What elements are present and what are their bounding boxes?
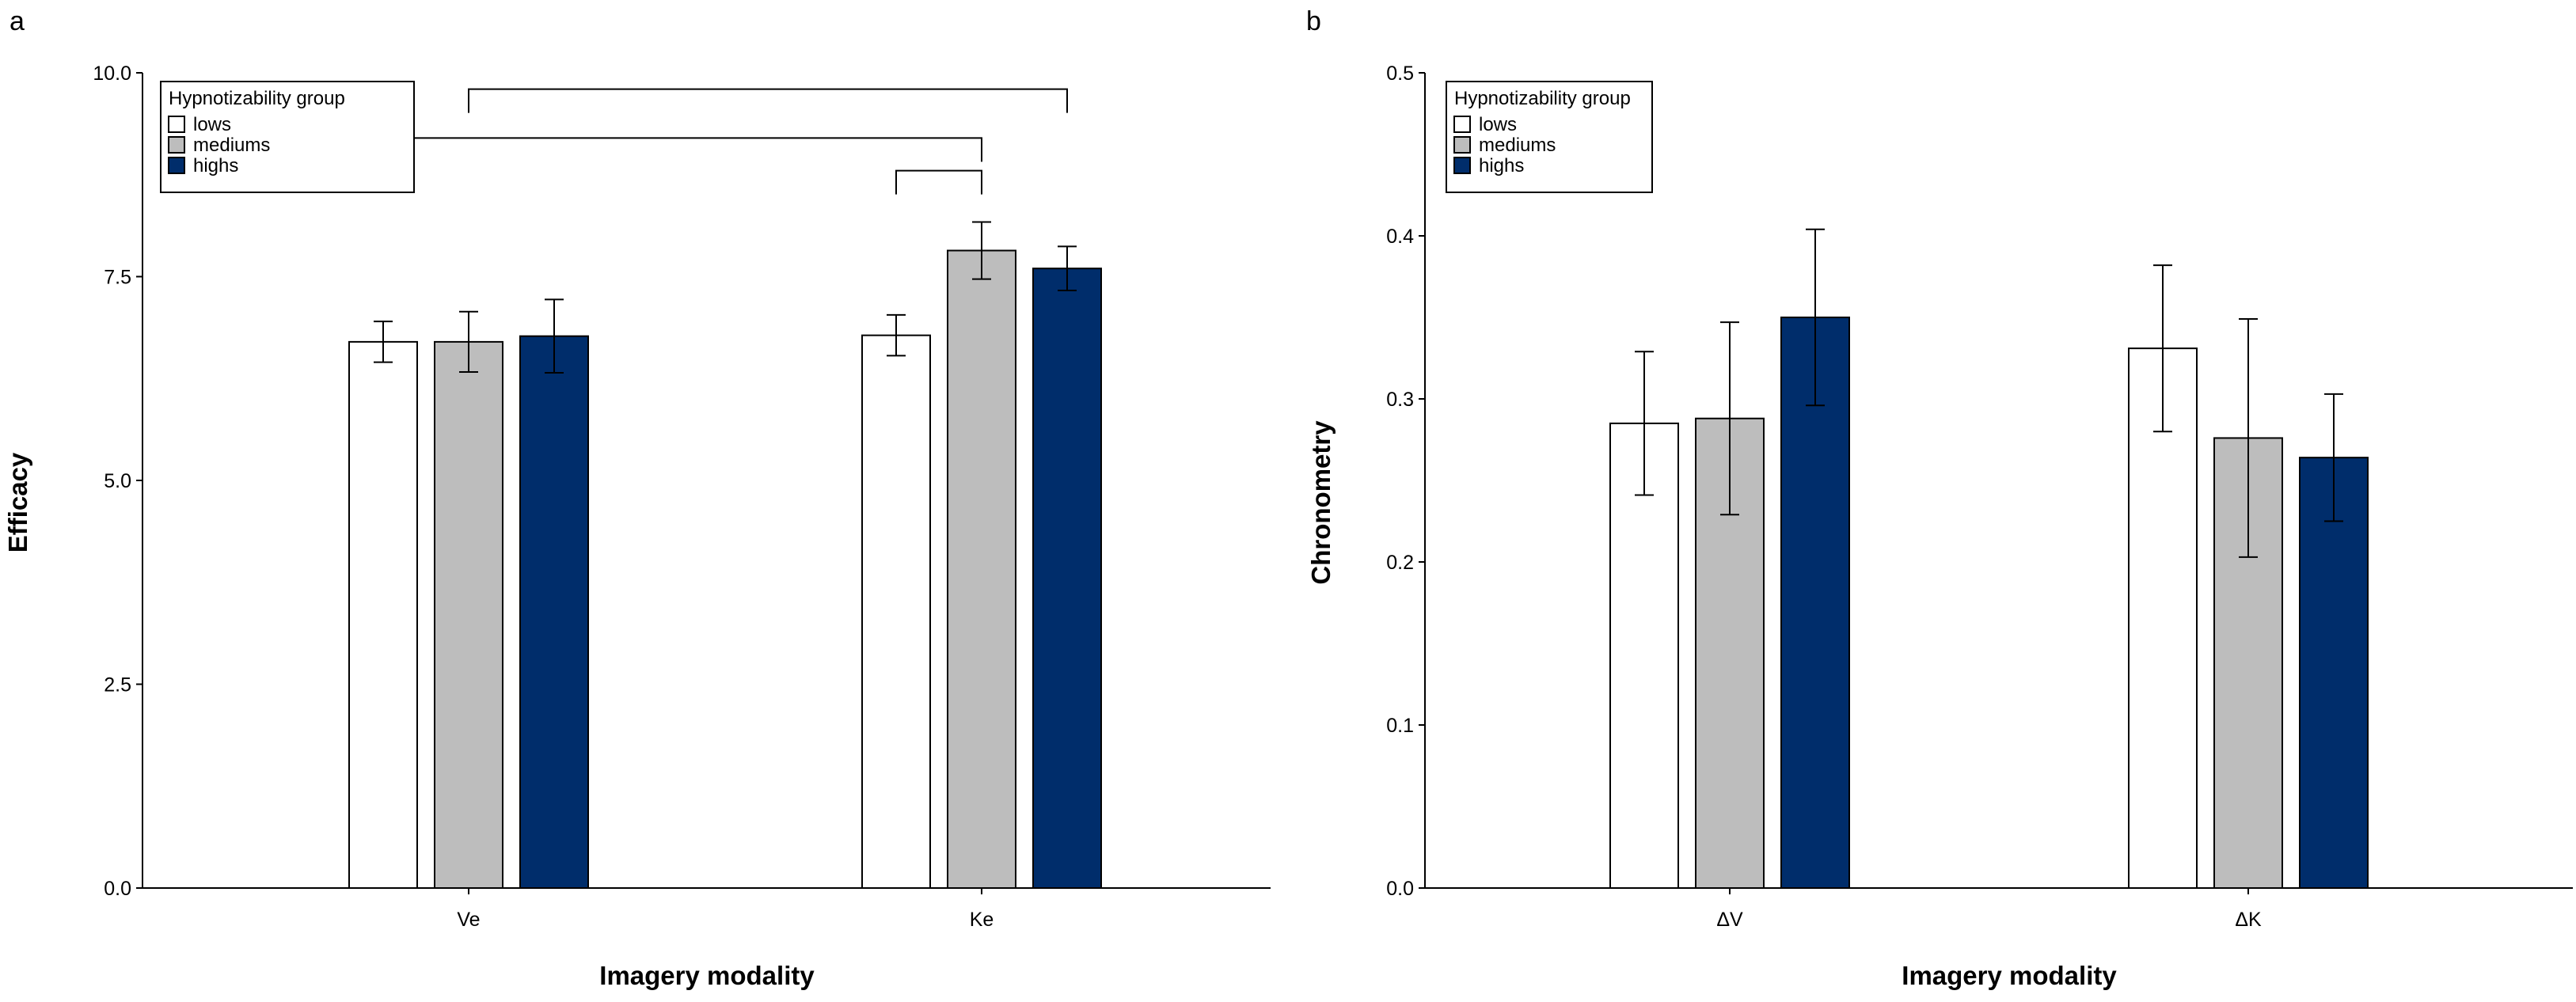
y-tick-label: 0.1: [1386, 715, 1414, 737]
error-bar-highs-Ve: [545, 298, 564, 374]
error-bar-mediums-ΔV: [1720, 321, 1739, 516]
y-tick-label: 10.0: [93, 63, 131, 85]
legend-swatch-highs: [168, 157, 185, 174]
significance-bracket-2: [382, 137, 982, 162]
legend-swatch-mediums: [1453, 136, 1471, 154]
y-tick-label: 0.5: [1386, 63, 1414, 85]
bar-lows-ΔK: [2128, 347, 2198, 889]
legend-label-lows: lows: [193, 114, 231, 135]
panel-a-x-axis-title: Imagery modality: [599, 961, 815, 990]
y-tick-label: 0.3: [1386, 389, 1414, 411]
y-tick-label: 2.5: [104, 674, 131, 696]
x-tick-label: ΔK: [2235, 909, 2262, 931]
error-bar-highs-Ke: [1058, 245, 1077, 292]
panel-a-significance-brackets: [382, 88, 1068, 195]
legend-box: [160, 81, 415, 193]
panel-a-label: a: [9, 6, 25, 36]
panel-a-bars: [348, 249, 1102, 890]
y-tick-label: 7.5: [104, 267, 131, 289]
panel-b-label: b: [1306, 6, 1321, 36]
panel-b-y-axis-title: Chronometry: [1306, 420, 1335, 585]
legend-label-lows: lows: [1479, 114, 1517, 135]
y-tick-label: 0.0: [1386, 878, 1414, 900]
x-tick-label: Ke: [970, 909, 994, 931]
bar-highs-Ve: [519, 335, 589, 889]
legend-label-highs: highs: [1479, 155, 1524, 176]
legend-swatch-highs: [1453, 157, 1471, 174]
legend-swatch-lows: [1453, 116, 1471, 133]
legend-title: Hypnotizability group: [169, 88, 345, 109]
legend-title: Hypnotizability group: [1454, 88, 1631, 109]
legend-label-mediums: mediums: [1479, 135, 1556, 156]
bar-mediums-Ke: [947, 249, 1016, 890]
bar-highs-ΔK: [2299, 457, 2369, 889]
error-bar-mediums-Ke: [972, 221, 991, 280]
y-tick-label: 5.0: [104, 470, 131, 492]
bar-lows-Ve: [348, 340, 418, 889]
bar-highs-Ke: [1032, 268, 1102, 889]
error-bar-highs-ΔK: [2324, 393, 2343, 522]
panel-a-y-axis-title: Efficacy: [3, 452, 32, 552]
bar-highs-ΔV: [1780, 317, 1850, 889]
panel-a-axes: 0.0 2.5 5.0 7.5 10.0 Ve Ke: [93, 63, 1271, 931]
legend-box: [1446, 81, 1653, 193]
panel-a-error-bars: [374, 221, 1077, 374]
error-bar-mediums-ΔK: [2239, 318, 2258, 558]
panel-a-legend: Hypnotizability group lows mediums highs: [160, 81, 415, 193]
significance-bracket-1: [468, 88, 1068, 113]
bar-mediums-ΔV: [1695, 417, 1765, 889]
panel-b-axes: 0.0 0.1 0.2 0.3 0.4 0.5 ΔV ΔK: [1386, 63, 2573, 931]
significance-bracket-3: [895, 169, 982, 195]
error-bar-lows-ΔK: [2153, 264, 2172, 433]
x-tick-label: Ve: [457, 909, 480, 931]
error-bar-lows-ΔV: [1635, 351, 1654, 496]
panel-b-chronometry-chart: b Chronometry Imagery modality 0.0 0.1 0.2…: [1306, 6, 2573, 990]
error-bar-mediums-Ve: [459, 310, 478, 374]
y-tick-label: 0.4: [1386, 226, 1414, 248]
error-bar-highs-ΔV: [1806, 228, 1825, 407]
bar-mediums-Ve: [434, 340, 503, 889]
bar-lows-Ke: [861, 334, 931, 890]
y-tick-label: 0.2: [1386, 552, 1414, 574]
panel-b-x-axis-title: Imagery modality: [1902, 961, 2117, 990]
error-bar-lows-Ke: [887, 313, 906, 357]
legend-label-highs: highs: [193, 155, 238, 176]
panel-a-efficacy-chart: a Efficacy Imagery modality 0.0 2.5 5.0 7.5…: [3, 6, 1271, 990]
error-bar-lows-Ve: [374, 321, 393, 363]
legend-swatch-mediums: [168, 136, 185, 154]
panel-b-legend: Hypnotizability group lows mediums highs: [1446, 81, 1653, 193]
x-tick-label: ΔV: [1716, 909, 1743, 931]
legend-swatch-lows: [168, 116, 185, 133]
legend-label-mediums: mediums: [193, 135, 270, 156]
panel-b-bars: [1609, 317, 2369, 889]
panel-b-error-bars: [1635, 228, 2343, 558]
y-tick-label: 0.0: [104, 878, 131, 900]
